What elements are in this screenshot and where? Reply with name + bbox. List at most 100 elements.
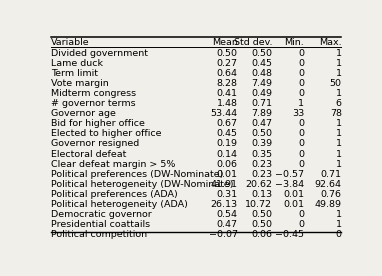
Text: 92.64: 92.64 — [315, 180, 342, 189]
Text: 0.47: 0.47 — [217, 220, 238, 229]
Text: 0.01: 0.01 — [217, 170, 238, 179]
Text: Term limit: Term limit — [51, 69, 98, 78]
Text: 0: 0 — [298, 220, 304, 229]
Text: −0.07: −0.07 — [209, 230, 238, 239]
Text: 0.06: 0.06 — [217, 160, 238, 169]
Text: 0: 0 — [298, 210, 304, 219]
Text: 1: 1 — [336, 119, 342, 128]
Text: 0.27: 0.27 — [217, 59, 238, 68]
Text: 0: 0 — [336, 230, 342, 239]
Text: Divided government: Divided government — [51, 49, 148, 57]
Text: 0.48: 0.48 — [251, 69, 272, 78]
Text: 0.49: 0.49 — [251, 89, 272, 98]
Text: 0: 0 — [298, 79, 304, 88]
Text: Std dev.: Std dev. — [234, 38, 272, 47]
Text: 1: 1 — [336, 69, 342, 78]
Text: 0: 0 — [298, 129, 304, 138]
Text: Midterm congress: Midterm congress — [51, 89, 136, 98]
Text: 0.14: 0.14 — [217, 150, 238, 158]
Text: 0.50: 0.50 — [251, 129, 272, 138]
Text: Bid for higher office: Bid for higher office — [51, 119, 144, 128]
Text: Presidential coattails: Presidential coattails — [51, 220, 150, 229]
Text: 0.13: 0.13 — [251, 190, 272, 199]
Text: 0.23: 0.23 — [251, 160, 272, 169]
Text: 0.41: 0.41 — [217, 89, 238, 98]
Text: Lame duck: Lame duck — [51, 59, 103, 68]
Text: 0: 0 — [298, 69, 304, 78]
Text: 1: 1 — [336, 220, 342, 229]
Text: 26.13: 26.13 — [210, 200, 238, 209]
Text: 78: 78 — [330, 109, 342, 118]
Text: Political preferences (ADA): Political preferences (ADA) — [51, 190, 178, 199]
Text: # governor terms: # governor terms — [51, 99, 135, 108]
Text: Governor resigned: Governor resigned — [51, 139, 139, 148]
Text: Democratic governor: Democratic governor — [51, 210, 151, 219]
Text: 0.50: 0.50 — [251, 210, 272, 219]
Text: −0.45: −0.45 — [275, 230, 304, 239]
Text: 0.01: 0.01 — [283, 190, 304, 199]
Text: 0.31: 0.31 — [216, 190, 238, 199]
Text: Political competition: Political competition — [51, 230, 147, 239]
Text: 1: 1 — [336, 49, 342, 57]
Text: Vote margin: Vote margin — [51, 79, 108, 88]
Text: Elected to higher office: Elected to higher office — [51, 129, 161, 138]
Text: Clear defeat margin > 5%: Clear defeat margin > 5% — [51, 160, 175, 169]
Text: 0.71: 0.71 — [251, 99, 272, 108]
Text: 0.39: 0.39 — [251, 139, 272, 148]
Text: 0.45: 0.45 — [251, 59, 272, 68]
Text: 0: 0 — [298, 150, 304, 158]
Text: 0.01: 0.01 — [283, 200, 304, 209]
Text: 53.44: 53.44 — [210, 109, 238, 118]
Text: 1: 1 — [336, 210, 342, 219]
Text: 1: 1 — [336, 150, 342, 158]
Text: 6: 6 — [336, 99, 342, 108]
Text: 0.35: 0.35 — [251, 150, 272, 158]
Text: Max.: Max. — [319, 38, 342, 47]
Text: 8.28: 8.28 — [217, 79, 238, 88]
Text: 7.89: 7.89 — [251, 109, 272, 118]
Text: 1: 1 — [298, 99, 304, 108]
Text: 1: 1 — [336, 139, 342, 148]
Text: Political preferences (DW-Nominate): Political preferences (DW-Nominate) — [51, 170, 223, 179]
Text: 0: 0 — [298, 160, 304, 169]
Text: Political heterogeneity (DW-Nominate): Political heterogeneity (DW-Nominate) — [51, 180, 233, 189]
Text: Variable: Variable — [51, 38, 89, 47]
Text: 0.64: 0.64 — [217, 69, 238, 78]
Text: 0: 0 — [298, 59, 304, 68]
Text: 0.50: 0.50 — [251, 220, 272, 229]
Text: Mean: Mean — [212, 38, 238, 47]
Text: Political heterogeneity (ADA): Political heterogeneity (ADA) — [51, 200, 188, 209]
Text: Governor age: Governor age — [51, 109, 116, 118]
Text: 0.06: 0.06 — [251, 230, 272, 239]
Text: 50: 50 — [330, 79, 342, 88]
Text: 0.50: 0.50 — [217, 49, 238, 57]
Text: −0.57: −0.57 — [275, 170, 304, 179]
Text: 41.91: 41.91 — [210, 180, 238, 189]
Text: 0.71: 0.71 — [321, 170, 342, 179]
Text: 0.76: 0.76 — [321, 190, 342, 199]
Text: 0: 0 — [298, 139, 304, 148]
Text: 1: 1 — [336, 59, 342, 68]
Text: 10.72: 10.72 — [245, 200, 272, 209]
Text: Min.: Min. — [284, 38, 304, 47]
Text: 1.48: 1.48 — [217, 99, 238, 108]
Text: 0.19: 0.19 — [217, 139, 238, 148]
Text: 1: 1 — [336, 129, 342, 138]
Text: 0.50: 0.50 — [251, 49, 272, 57]
Text: 20.62: 20.62 — [245, 180, 272, 189]
Text: 0.47: 0.47 — [251, 119, 272, 128]
Text: 0: 0 — [298, 89, 304, 98]
Text: Electoral defeat: Electoral defeat — [51, 150, 126, 158]
Text: 0.54: 0.54 — [217, 210, 238, 219]
Text: 0: 0 — [298, 49, 304, 57]
Text: 0.23: 0.23 — [251, 170, 272, 179]
Text: 33: 33 — [292, 109, 304, 118]
Text: −3.84: −3.84 — [275, 180, 304, 189]
Text: 1: 1 — [336, 160, 342, 169]
Text: 0.67: 0.67 — [217, 119, 238, 128]
Text: 0: 0 — [298, 119, 304, 128]
Text: 0.45: 0.45 — [217, 129, 238, 138]
Text: 7.49: 7.49 — [251, 79, 272, 88]
Text: 49.89: 49.89 — [315, 200, 342, 209]
Text: 1: 1 — [336, 89, 342, 98]
